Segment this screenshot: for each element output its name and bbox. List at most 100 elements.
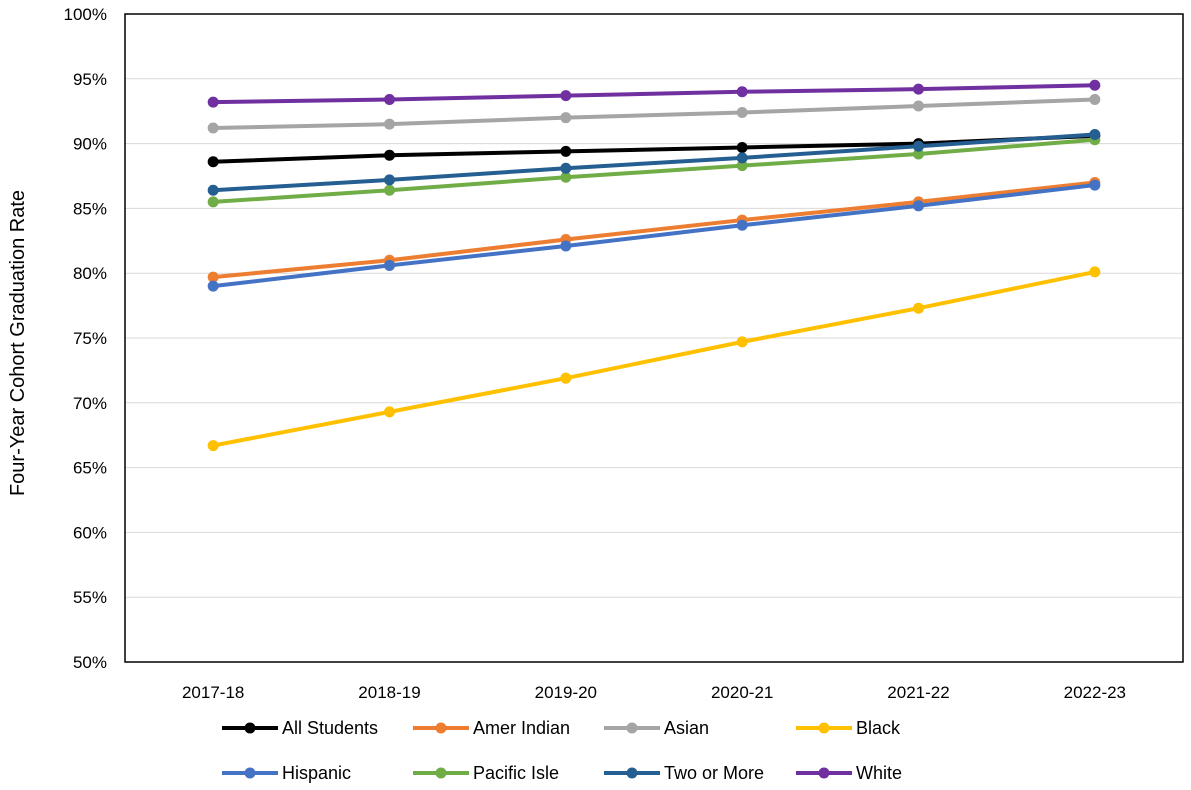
legend-label: Pacific Isle bbox=[473, 763, 559, 783]
data-point bbox=[736, 160, 748, 172]
data-point bbox=[207, 280, 219, 292]
series-line bbox=[213, 83, 1095, 105]
data-point bbox=[384, 118, 395, 130]
data-point bbox=[560, 372, 572, 384]
data-point bbox=[736, 152, 748, 164]
y-tick-label: 75% bbox=[73, 329, 107, 348]
data-point bbox=[736, 86, 748, 98]
legend-label: White bbox=[856, 763, 902, 783]
series-line bbox=[213, 132, 1095, 193]
series-black bbox=[207, 266, 1101, 452]
data-point bbox=[913, 302, 924, 314]
data-point bbox=[560, 112, 572, 124]
legend-marker bbox=[435, 767, 447, 779]
y-tick-label: 60% bbox=[73, 523, 107, 542]
legend-item: All Students bbox=[222, 718, 378, 738]
legend-marker bbox=[244, 767, 256, 779]
legend-marker bbox=[626, 722, 638, 734]
data-point bbox=[384, 149, 395, 161]
data-point bbox=[384, 184, 395, 196]
data-point bbox=[384, 259, 395, 271]
legend-item: White bbox=[796, 763, 902, 783]
y-tick-label: 95% bbox=[73, 70, 107, 89]
y-tick-label: 80% bbox=[73, 264, 107, 283]
data-point bbox=[384, 174, 395, 186]
data-point bbox=[207, 271, 219, 283]
legend: All Students Amer Indian Asian Black Hispani… bbox=[222, 718, 902, 783]
y-tick-label: 70% bbox=[73, 394, 107, 413]
legend-marker bbox=[626, 767, 638, 779]
legend-label: Black bbox=[856, 718, 901, 738]
x-tick-label: 2021-22 bbox=[887, 683, 949, 702]
legend-item: Black bbox=[796, 718, 901, 738]
x-tick-label: 2020-21 bbox=[711, 683, 773, 702]
x-tick-label: 2019-20 bbox=[535, 683, 597, 702]
x-tick-label: 2017-18 bbox=[182, 683, 244, 702]
data-point bbox=[736, 106, 748, 118]
data-point bbox=[384, 94, 395, 106]
legend-marker bbox=[818, 767, 830, 779]
data-point bbox=[736, 141, 748, 153]
y-tick-label: 90% bbox=[73, 135, 107, 154]
y-tick-label: 50% bbox=[73, 653, 107, 672]
series-line bbox=[212, 180, 1096, 280]
y-tick-label: 100% bbox=[64, 5, 107, 24]
data-point bbox=[736, 336, 748, 348]
legend-item: Pacific Isle bbox=[413, 763, 559, 783]
x-axis-ticks: 2017-18 2018-19 2019-20 2020-21 2021-22 2022-… bbox=[182, 683, 1126, 702]
data-point bbox=[736, 219, 748, 231]
data-point bbox=[207, 96, 219, 108]
data-point bbox=[913, 140, 924, 152]
series-line bbox=[212, 183, 1096, 289]
data-point bbox=[207, 440, 219, 452]
legend-marker bbox=[435, 722, 447, 734]
legend-label: Amer Indian bbox=[473, 718, 570, 738]
plot-area-border bbox=[124, 13, 1184, 663]
legend-marker bbox=[818, 722, 830, 734]
data-point bbox=[913, 200, 924, 212]
legend-label: Hispanic bbox=[282, 763, 351, 783]
data-point bbox=[207, 122, 219, 134]
data-point bbox=[384, 406, 395, 418]
data-point bbox=[1089, 79, 1101, 91]
series-line bbox=[213, 97, 1095, 131]
x-tick-label: 2018-19 bbox=[358, 683, 420, 702]
data-point bbox=[1089, 179, 1101, 191]
legend-item: Two or More bbox=[604, 763, 764, 783]
y-axis-title: Four-Year Cohort Graduation Rate bbox=[7, 190, 29, 496]
series-line bbox=[213, 137, 1095, 204]
data-point bbox=[560, 240, 572, 252]
gridlines bbox=[125, 78, 1183, 598]
legend-label: All Students bbox=[282, 718, 378, 738]
x-tick-label: 2022-23 bbox=[1064, 683, 1126, 702]
data-point bbox=[913, 83, 924, 95]
data-point bbox=[207, 184, 219, 196]
series-asian bbox=[207, 94, 1101, 134]
data-point bbox=[207, 156, 219, 168]
data-point bbox=[1089, 266, 1101, 278]
data-point bbox=[1089, 94, 1101, 106]
series-hispanic bbox=[207, 179, 1101, 292]
data-point bbox=[913, 148, 924, 160]
series-line bbox=[212, 269, 1096, 448]
data-point bbox=[560, 145, 572, 157]
legend-marker bbox=[244, 722, 256, 734]
series-white bbox=[207, 79, 1101, 108]
legend-item: Asian bbox=[604, 718, 709, 738]
data-point bbox=[913, 100, 924, 112]
series-two-or-more bbox=[207, 129, 1101, 196]
legend-item: Amer Indian bbox=[413, 718, 570, 738]
data-point bbox=[560, 162, 572, 174]
legend-label: Two or More bbox=[664, 763, 764, 783]
series-lines bbox=[207, 79, 1101, 452]
data-point bbox=[1089, 129, 1101, 141]
data-point bbox=[560, 171, 572, 183]
y-tick-label: 85% bbox=[73, 199, 107, 218]
y-tick-label: 65% bbox=[73, 459, 107, 478]
y-axis-ticks: 50% 55% 60% 65% 70% 75% 80% 85% 90% 95% 100% bbox=[64, 5, 107, 672]
data-point bbox=[560, 90, 572, 102]
data-point bbox=[207, 196, 219, 208]
legend-label: Asian bbox=[664, 718, 709, 738]
